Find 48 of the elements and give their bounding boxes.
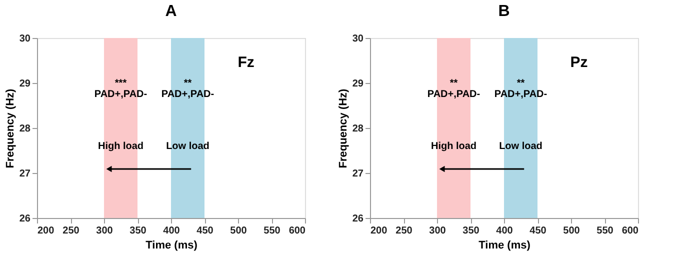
x-axis-title: Time (ms) (146, 240, 198, 252)
y-axis-title: Frequency (Hz) (337, 88, 350, 168)
x-tick-label: 400 (496, 226, 514, 236)
annotation: Low load (499, 141, 542, 152)
annotation: PAD+,PAD- (427, 89, 480, 100)
x-tick-label: 250 (62, 226, 80, 236)
y-tick-label: 26 (19, 214, 31, 224)
y-tick-label: 29 (352, 78, 364, 90)
chart-title: A (165, 3, 178, 20)
x-tick-label: 450 (530, 226, 547, 236)
annotation: Low load (166, 141, 210, 152)
annotation: PAD+,PAD- (94, 89, 148, 100)
y-tick-label: 29 (19, 78, 31, 90)
x-tick-label: 350 (462, 226, 480, 236)
x-axis-title: Time (ms) (478, 240, 531, 252)
y-tick-label: 26 (352, 214, 364, 224)
x-tick-label: 600 (288, 226, 306, 236)
x-tick-label: 300 (429, 226, 446, 236)
x-tick-label: 200 (38, 226, 55, 236)
y-tick-label: 28 (19, 124, 31, 134)
x-tick-label: 400 (163, 226, 180, 236)
annotation: High load (98, 141, 144, 152)
x-tick-label: 500 (563, 226, 580, 236)
x-tick-label: 350 (130, 226, 147, 236)
y-tick-label: 28 (352, 124, 364, 134)
annotation: PAD+,PAD- (161, 89, 214, 100)
x-tick-label: 550 (264, 226, 281, 236)
y-tick-label: 27 (19, 168, 31, 180)
x-tick-label: 250 (396, 226, 413, 236)
x-tick-label: 600 (622, 226, 639, 236)
annotation: PAD+,PAD- (494, 89, 548, 100)
y-tick-label: 30 (352, 34, 364, 44)
annotation: *** (114, 78, 127, 89)
x-tick-label: 200 (370, 226, 388, 236)
annotation: ** (184, 78, 192, 89)
annotation: ** (450, 78, 458, 89)
y-tick-label: 27 (352, 168, 364, 180)
x-tick-label: 500 (230, 226, 248, 236)
annotation: Fz (238, 54, 254, 71)
annotation: Pz (570, 54, 588, 71)
chart-title: B (498, 3, 510, 20)
annotation: ** (516, 78, 525, 89)
y-tick-label: 30 (19, 34, 31, 44)
x-tick-label: 450 (196, 226, 214, 236)
y-axis-title: Frequency (Hz) (4, 88, 16, 168)
annotation: High load (430, 141, 477, 152)
x-tick-label: 550 (596, 226, 614, 236)
x-tick-label: 300 (96, 226, 114, 236)
